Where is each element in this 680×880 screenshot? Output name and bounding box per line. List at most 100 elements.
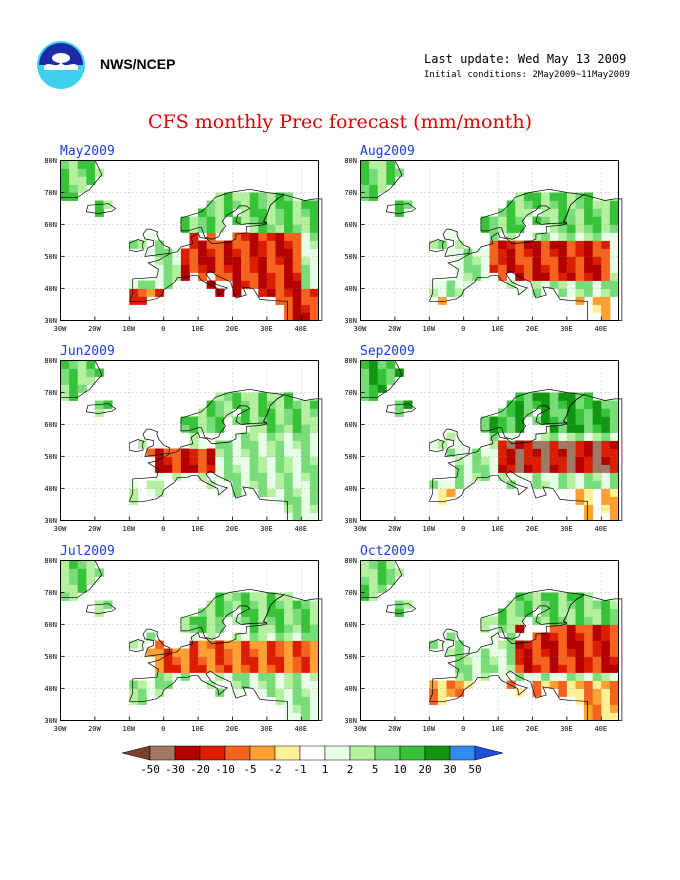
lon-label: 30E bbox=[560, 325, 573, 333]
precip-cell bbox=[301, 640, 311, 649]
precip-cell bbox=[180, 224, 190, 233]
precip-cell bbox=[309, 696, 319, 705]
precip-cell bbox=[309, 296, 319, 305]
precip-cell bbox=[566, 256, 576, 265]
precip-cell bbox=[455, 672, 465, 681]
lon-label: 20W bbox=[388, 725, 401, 733]
precip-cell bbox=[129, 480, 139, 489]
precip-cell bbox=[506, 648, 516, 657]
precip-cell bbox=[275, 216, 285, 225]
precip-cell bbox=[292, 496, 302, 505]
noaa-logo-icon bbox=[37, 41, 85, 89]
precip-cell bbox=[386, 560, 396, 569]
precip-cell bbox=[309, 224, 319, 233]
precip-cell bbox=[292, 416, 302, 425]
precip-cell bbox=[301, 200, 311, 209]
color-legend: -50 -30 -20 -10 -5 -2 -1 1 2 5 10 20 30 50 bbox=[0, 740, 680, 784]
precip-cell bbox=[515, 392, 525, 401]
precip-cell bbox=[609, 672, 619, 681]
lat-label: 80N bbox=[44, 557, 57, 565]
precip-cell bbox=[515, 288, 525, 297]
precip-cell bbox=[172, 464, 182, 473]
precip-cell bbox=[506, 400, 516, 409]
precip-cell bbox=[609, 408, 619, 417]
precip-cell bbox=[189, 432, 199, 441]
precip-cell bbox=[215, 288, 225, 297]
precip-cell bbox=[601, 416, 611, 425]
lon-label: 10E bbox=[491, 525, 504, 533]
precip-cell bbox=[223, 600, 233, 609]
precip-cell bbox=[566, 424, 576, 433]
precip-cell bbox=[284, 696, 294, 705]
precip-cell bbox=[266, 256, 276, 265]
precip-cell bbox=[284, 280, 294, 289]
precip-cell bbox=[249, 464, 259, 473]
precip-cell bbox=[232, 192, 242, 201]
lon-label: 10W bbox=[422, 325, 435, 333]
lat-label: 70N bbox=[44, 389, 57, 397]
precip-cell bbox=[403, 600, 413, 609]
precip-cell bbox=[275, 192, 285, 201]
forecast-panel: 80N 70N 60N 50N 40N 30N 30W 20W 10W 0 10E 20E 30E 40E bbox=[344, 157, 660, 350]
precip-cell bbox=[463, 680, 473, 689]
precip-cell bbox=[506, 232, 516, 241]
precip-cell bbox=[549, 392, 559, 401]
precip-cell bbox=[455, 256, 465, 265]
precip-cell bbox=[241, 240, 251, 249]
precip-cell bbox=[360, 576, 370, 585]
precip-cell bbox=[77, 360, 87, 369]
precip-cell bbox=[275, 640, 285, 649]
precip-cell bbox=[584, 224, 594, 233]
precip-cell bbox=[601, 448, 611, 457]
precip-cell bbox=[541, 640, 551, 649]
precip-cell bbox=[523, 240, 533, 249]
precip-cell bbox=[455, 288, 465, 297]
precip-cell bbox=[155, 248, 165, 257]
precip-cell bbox=[77, 376, 87, 385]
precip-cell bbox=[223, 272, 233, 281]
precip-cell bbox=[609, 712, 619, 721]
precip-cell bbox=[232, 472, 242, 481]
lat-label: 70N bbox=[344, 389, 357, 397]
precip-cell bbox=[258, 608, 268, 617]
precip-cell bbox=[541, 600, 551, 609]
precip-cell bbox=[69, 184, 79, 193]
precip-cell bbox=[575, 472, 585, 481]
legend-label: 2 bbox=[347, 763, 354, 776]
precip-cell bbox=[266, 408, 276, 417]
precip-cell bbox=[275, 472, 285, 481]
precip-cell bbox=[506, 608, 516, 617]
precip-cell bbox=[241, 648, 251, 657]
precip-cell bbox=[446, 648, 456, 657]
precip-cell bbox=[472, 256, 482, 265]
precip-cell bbox=[463, 456, 473, 465]
lon-label: 40E bbox=[294, 725, 307, 733]
precip-cell bbox=[541, 208, 551, 217]
precip-cell bbox=[215, 600, 225, 609]
precip-cell bbox=[592, 240, 602, 249]
precip-cell bbox=[77, 368, 87, 377]
precip-cell bbox=[215, 624, 225, 633]
precip-cell bbox=[515, 424, 525, 433]
precip-cell bbox=[549, 656, 559, 665]
precip-cell bbox=[198, 616, 208, 625]
lat-label: 50N bbox=[44, 253, 57, 261]
precip-cell bbox=[541, 680, 551, 689]
precip-cell bbox=[292, 272, 302, 281]
precip-cell bbox=[601, 312, 611, 321]
precip-cell bbox=[309, 624, 319, 633]
precip-cell bbox=[189, 632, 199, 641]
precip-cell bbox=[446, 432, 456, 441]
precip-cell bbox=[60, 184, 70, 193]
precip-cell bbox=[584, 664, 594, 673]
precip-cell bbox=[232, 416, 242, 425]
precip-cell bbox=[541, 272, 551, 281]
lon-label: 30E bbox=[260, 325, 273, 333]
lon-label: 40E bbox=[594, 725, 607, 733]
precip-cell bbox=[69, 568, 79, 577]
precip-cell bbox=[180, 248, 190, 257]
precip-cell bbox=[292, 312, 302, 321]
precip-cell bbox=[541, 432, 551, 441]
precip-cell bbox=[284, 488, 294, 497]
precip-cell bbox=[129, 688, 139, 697]
